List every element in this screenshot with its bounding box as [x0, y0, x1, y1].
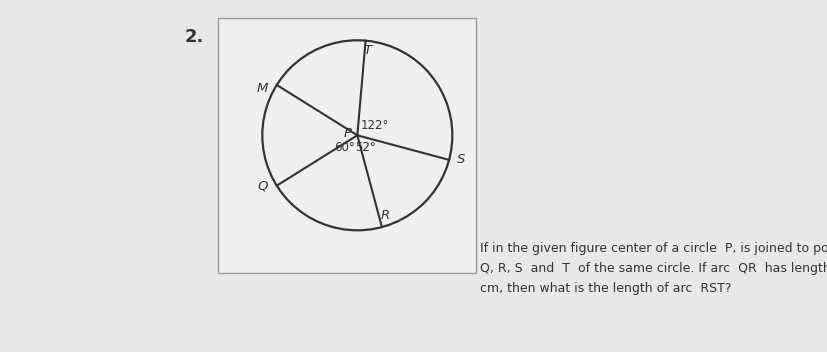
Text: 122°: 122° — [360, 119, 388, 132]
Bar — [218, 18, 476, 273]
Text: T: T — [363, 44, 371, 57]
Text: cm, then what is the length of arc  RST?: cm, then what is the length of arc RST? — [480, 282, 730, 295]
Text: If in the given figure center of a circle  P, is joined to points: If in the given figure center of a circl… — [480, 242, 827, 255]
Text: 60°: 60° — [333, 141, 354, 154]
Text: Q: Q — [257, 179, 268, 192]
Text: P: P — [343, 127, 351, 140]
Text: S: S — [457, 153, 465, 166]
Text: R: R — [380, 209, 389, 221]
Text: M: M — [256, 82, 268, 95]
Text: Q, R, S  and  T  of the same circle. If arc  QR  has length 13: Q, R, S and T of the same circle. If arc… — [480, 262, 827, 275]
Text: 52°: 52° — [355, 141, 375, 154]
Text: 2.: 2. — [184, 28, 204, 46]
